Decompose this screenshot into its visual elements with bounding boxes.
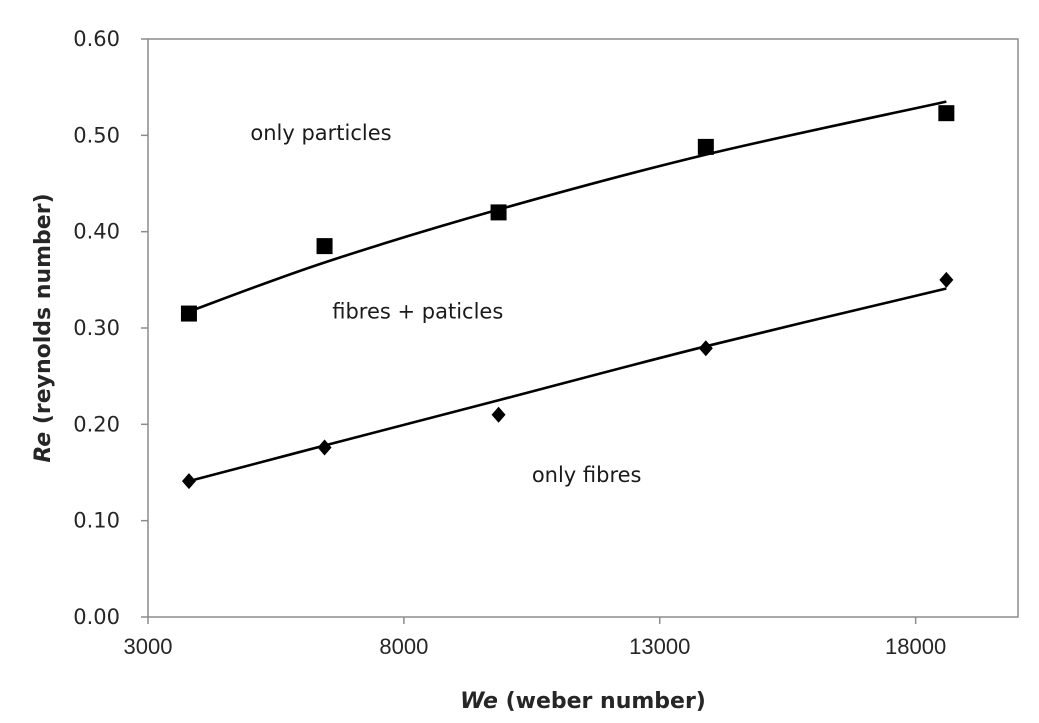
square-marker bbox=[938, 105, 955, 122]
diamond-marker bbox=[181, 473, 196, 490]
diamond-marker bbox=[317, 439, 332, 456]
region-label: only particles bbox=[250, 121, 391, 145]
diamond-marker bbox=[698, 340, 713, 357]
trendlines bbox=[188, 100, 947, 483]
x-tick-label: 13000 bbox=[629, 634, 690, 659]
region-label: fibres + paticles bbox=[332, 299, 503, 323]
y-tick-label: 0.30 bbox=[73, 316, 120, 340]
y-axis-title: Re (reynolds number) bbox=[31, 193, 56, 462]
y-tick-label: 0.60 bbox=[73, 27, 120, 51]
diamond-marker bbox=[491, 406, 506, 423]
y-tick-label: 0.40 bbox=[73, 220, 120, 244]
square-marker bbox=[697, 138, 714, 155]
y-axis: 0.00 0.10 0.20 0.30 0.40 0.50 0.60 bbox=[73, 27, 148, 629]
x-tick-label: 18000 bbox=[885, 634, 946, 659]
trendline bbox=[188, 287, 947, 483]
x-axis-title: We (weber number) bbox=[460, 689, 706, 714]
data-markers bbox=[180, 105, 955, 490]
x-axis: 3000 8000 13000 18000 bbox=[124, 617, 946, 659]
diamond-marker bbox=[939, 271, 954, 288]
y-tick-label: 0.10 bbox=[73, 509, 120, 533]
y-tick-label: 0.00 bbox=[73, 605, 120, 629]
y-tick-label: 0.50 bbox=[73, 123, 120, 147]
square-marker bbox=[316, 238, 333, 255]
region-annotations: only particles fibres + paticles only fibr… bbox=[250, 121, 641, 487]
y-tick-label: 0.20 bbox=[73, 412, 120, 436]
square-marker bbox=[180, 305, 197, 322]
trendline bbox=[188, 100, 947, 313]
square-marker bbox=[490, 204, 507, 221]
region-label: only fibres bbox=[532, 463, 642, 487]
x-tick-label: 3000 bbox=[124, 634, 173, 659]
x-tick-label: 8000 bbox=[379, 634, 428, 659]
